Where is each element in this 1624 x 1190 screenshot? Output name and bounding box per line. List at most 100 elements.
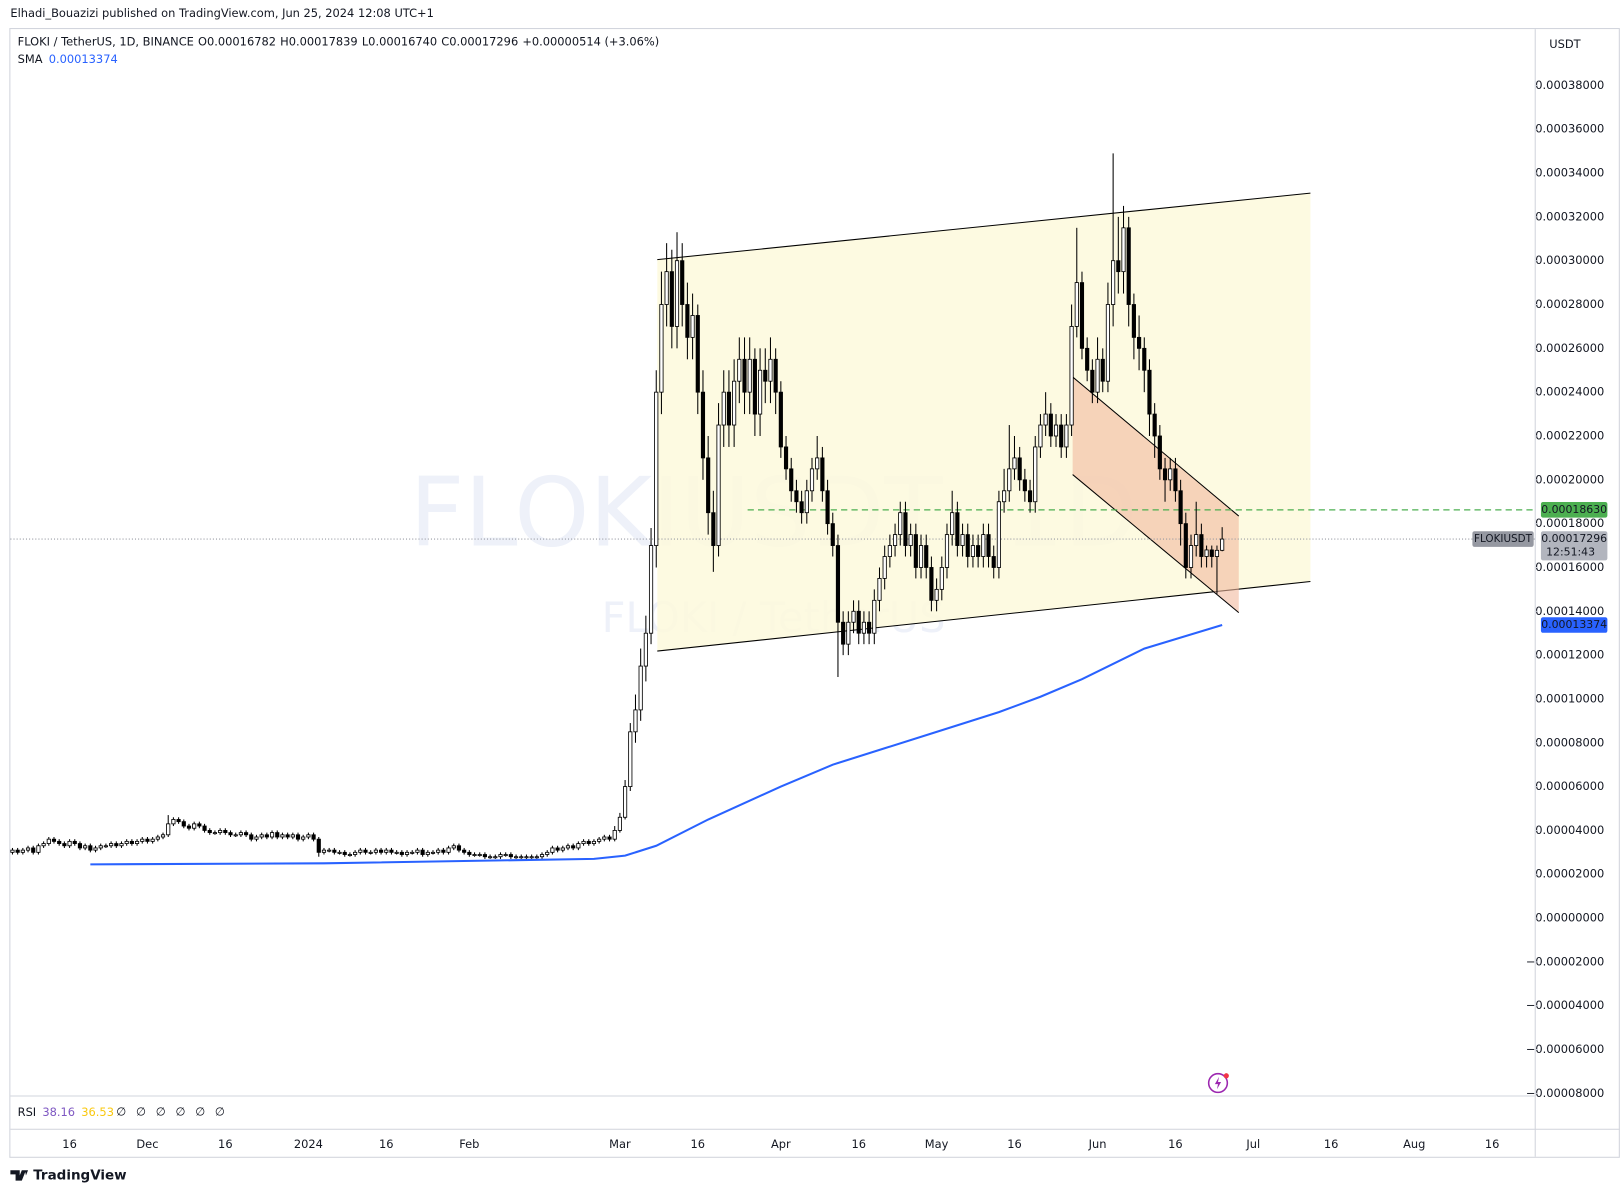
candle-body xyxy=(711,512,716,546)
candle-body xyxy=(337,851,342,854)
candle-body xyxy=(353,851,358,855)
candle-body xyxy=(114,843,119,847)
y-tick-label: 0.00034000 xyxy=(1535,166,1604,180)
level-tag xyxy=(1540,502,1608,518)
candle-body xyxy=(706,457,711,514)
x-tick-label: 16 xyxy=(62,1137,77,1151)
symbol-tag-label: FLOKIUSDT xyxy=(1474,533,1533,545)
candle-body xyxy=(160,834,166,838)
rsi-placeholder: ∅ xyxy=(175,1105,185,1119)
candle-body xyxy=(576,843,581,849)
rsi-placeholder: ∅ xyxy=(116,1105,126,1119)
x-tick-label: Apr xyxy=(771,1137,791,1151)
candle-body xyxy=(51,838,57,842)
candle-body xyxy=(773,358,778,393)
candle-body xyxy=(244,832,249,836)
price-tag-label: 0.00017296 xyxy=(1541,532,1607,545)
candle-body xyxy=(628,731,633,788)
x-tick-label: Dec xyxy=(136,1137,158,1151)
candle-body xyxy=(747,358,752,393)
symbol: FLOKI / TetherUS, 1D, BINANCE xyxy=(18,34,194,48)
candle-body xyxy=(67,840,72,847)
candle-body xyxy=(970,545,976,557)
candle-body xyxy=(825,490,830,525)
x-tick-label: 16 xyxy=(1168,1137,1183,1151)
falling-top xyxy=(1072,376,1240,517)
x-tick-label: 2024 xyxy=(294,1137,323,1151)
candle-body xyxy=(867,621,872,634)
candle-body xyxy=(1095,358,1100,393)
candle-body xyxy=(394,851,399,854)
candle-body xyxy=(1038,424,1043,448)
candle-body xyxy=(1043,413,1048,426)
candle-body xyxy=(363,849,368,853)
candle-body xyxy=(1022,479,1027,492)
candle-body xyxy=(238,832,243,836)
channel-top xyxy=(657,192,1311,261)
candle-body xyxy=(996,501,1001,568)
candle-body xyxy=(1017,457,1022,481)
candle-body xyxy=(150,838,155,842)
candle-body xyxy=(1178,490,1183,525)
rsi-name: RSI xyxy=(18,1105,37,1119)
candle-body xyxy=(498,854,503,858)
candle-body xyxy=(612,830,617,840)
candle-body xyxy=(550,847,555,853)
y-tick-label: 0.00028000 xyxy=(1535,297,1604,311)
currency: USDT xyxy=(1549,37,1580,51)
rsi-value: 38.16 xyxy=(42,1105,75,1119)
candle-body xyxy=(1002,490,1007,503)
symbol-tag xyxy=(1472,531,1534,547)
candle-body xyxy=(508,854,513,858)
y-tick-label: 0.00006000 xyxy=(1535,779,1604,793)
candle-body xyxy=(783,446,789,470)
candle-body xyxy=(420,849,425,855)
candle-body xyxy=(789,468,794,492)
x-tick-label: 16 xyxy=(851,1137,866,1151)
candle-body xyxy=(841,621,846,645)
candle-body xyxy=(835,545,841,623)
candle-body xyxy=(1121,227,1126,273)
candle-body xyxy=(140,838,145,842)
candle-body xyxy=(830,523,835,546)
candle-body xyxy=(944,534,950,568)
candle-body xyxy=(290,834,295,838)
candle-body xyxy=(1079,282,1085,349)
candle-body xyxy=(1188,545,1194,568)
candle-body xyxy=(1173,468,1178,492)
candle-body xyxy=(129,840,134,844)
candle-body xyxy=(1168,468,1173,481)
candle-body xyxy=(384,849,389,853)
candle-body xyxy=(192,823,197,829)
candle-body xyxy=(565,845,571,849)
candle-body xyxy=(316,838,321,853)
y-tick-label: −0.00008000 xyxy=(1526,1086,1604,1100)
candle-body xyxy=(15,849,20,853)
y-tick-label: 0.00022000 xyxy=(1535,428,1604,442)
candle-body xyxy=(259,834,264,838)
candle-body xyxy=(1199,534,1204,557)
legend-key: C xyxy=(441,34,449,48)
plot xyxy=(10,153,1535,866)
candle-body xyxy=(311,834,316,840)
y-tick-label: 0.00008000 xyxy=(1535,735,1604,749)
candle-body xyxy=(77,843,83,849)
candle-body xyxy=(1204,549,1209,557)
candle-body xyxy=(732,380,737,426)
candle-body xyxy=(379,849,384,853)
candle-body xyxy=(976,545,981,557)
candle-body xyxy=(545,851,550,855)
x-tick-label: 16 xyxy=(1485,1137,1500,1151)
candle-body xyxy=(726,391,732,426)
candle-body xyxy=(597,838,602,842)
candle-body xyxy=(643,632,648,667)
candle-body xyxy=(1027,490,1033,503)
candle-body xyxy=(321,849,327,853)
candle-body xyxy=(275,832,280,838)
candle-body xyxy=(36,845,41,853)
x-tick-label: 16 xyxy=(1007,1137,1022,1151)
candle-body xyxy=(820,457,825,492)
candle-body xyxy=(955,512,960,546)
legend-value: 0.00016782 xyxy=(207,34,276,48)
candle-body xyxy=(1157,435,1162,470)
